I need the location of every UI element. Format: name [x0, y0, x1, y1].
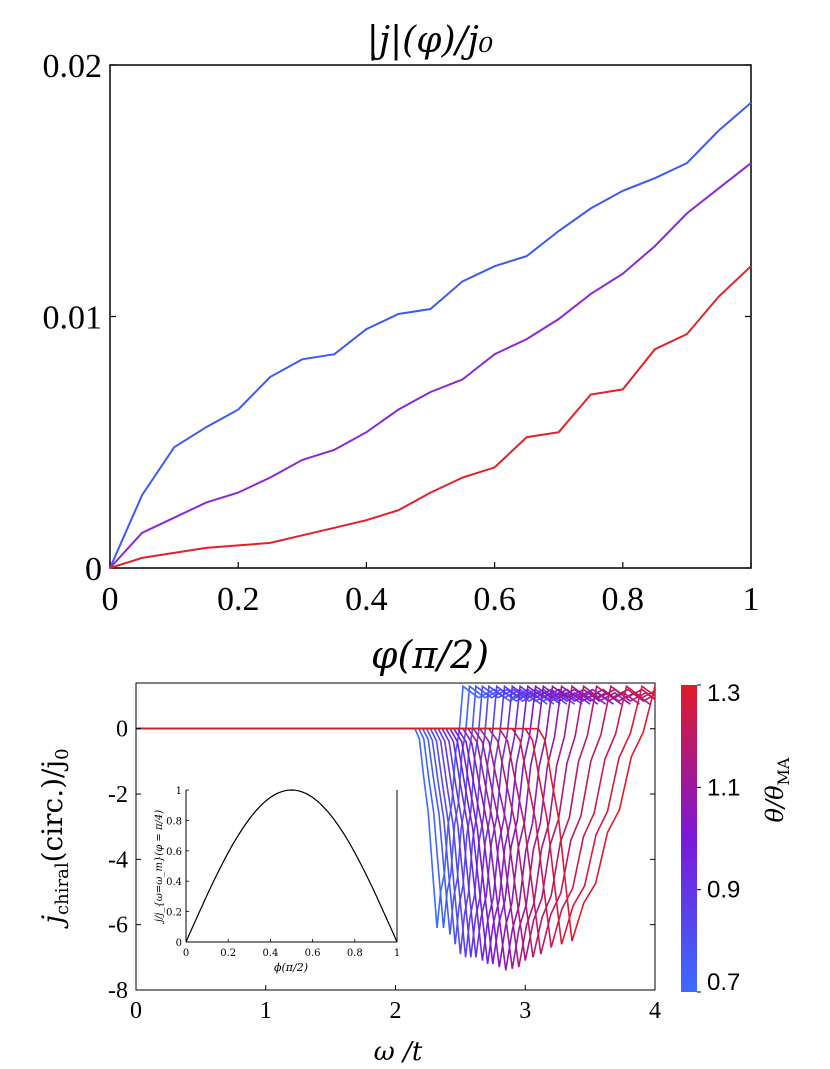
bottom-ytick-label: -4 [108, 847, 128, 873]
inset-ytick-label: 0.6 [166, 847, 182, 858]
top-chart-xlabel: φ(π/2) [371, 633, 489, 677]
bottom-ytick-label: 0 [116, 717, 128, 743]
family-curve [136, 684, 651, 968]
top-chart-series [109, 101, 752, 569]
bottom-xtick-label: 3 [519, 998, 531, 1024]
inset-ytick-label: 0.8 [166, 816, 182, 827]
colorbar-label-main: θ/θ [761, 785, 789, 823]
inset-ticks: 0 0.2 0.4 0.6 0.8 1 0 0.2 0.4 0.6 0.8 1 [166, 786, 400, 959]
top-chart: |j|(φ)/j₀ 0 0.01 0.02 0 0.2 0.4 0.6 0.8 1 φ(π/2… [43, 20, 760, 677]
inset-ylabel: j/j_{ω=ω_m}(φ = π/4) [154, 810, 165, 924]
inset-xtick-label: 0.2 [220, 948, 236, 959]
bottom-xtick-label: 4 [649, 998, 661, 1024]
inset-background [186, 790, 397, 942]
family-curve [136, 684, 655, 942]
family-curve [136, 684, 655, 958]
top-ytick-label: 0.01 [43, 300, 103, 337]
family-curve [136, 684, 655, 945]
inset-xtick-label: 0 [183, 948, 189, 959]
top-xtick-label: 0 [102, 581, 119, 618]
inset-ytick-label: 0.4 [166, 877, 182, 888]
family-curve [136, 684, 607, 965]
colorbar-tick-label: 0.9 [707, 877, 740, 904]
inset-chart: 0 0.2 0.4 0.6 0.8 1 0 0.2 0.4 0.6 0.8 1 ϕ(π/2) j/j_… [154, 786, 400, 974]
ylabel-rest: (circ.)/j [36, 760, 69, 863]
top-xtick-label: 1 [743, 581, 760, 618]
bottom-chart-xticks: 0 1 2 3 4 [130, 985, 661, 1024]
top-xtick-label: 0.6 [473, 581, 516, 618]
top-chart-title: |j|(φ)/j₀ [367, 20, 493, 61]
inset-xtick-label: 1 [394, 948, 400, 959]
bottom-xtick-label: 0 [130, 998, 142, 1024]
inset-xtick-label: 0.6 [305, 948, 321, 959]
colorbar: 0.7 0.9 1.1 1.3 θ/θMA [681, 680, 793, 996]
series-line-blue [109, 101, 752, 569]
colorbar-ticks: 0.7 0.9 1.1 1.3 [697, 680, 740, 996]
bottom-ytick-label: -8 [108, 978, 128, 1004]
top-xtick-label: 0.8 [602, 581, 645, 618]
bottom-ytick-label: -2 [108, 782, 128, 808]
inset-xtick-label: 0.4 [262, 948, 278, 959]
bottom-chart-xlabel: ω /t [374, 1037, 423, 1067]
ylabel-main: j [36, 915, 69, 930]
ylabel-sub: chiral [52, 862, 73, 915]
bottom-ytick-label: -6 [108, 913, 128, 939]
series-line-red [109, 265, 752, 569]
top-ytick-label: 0 [85, 551, 102, 588]
family-curve [136, 684, 640, 969]
colorbar-label: θ/θMA [761, 757, 793, 822]
family-curve [136, 684, 555, 935]
ylabel-sub2: 0 [52, 748, 73, 759]
inset-xlabel: ϕ(π/2) [274, 961, 308, 974]
inset-xtick-label: 0.8 [347, 948, 363, 959]
colorbar-label-sub: MA [774, 757, 793, 785]
inset-curve [185, 789, 398, 943]
top-xtick-label: 0.2 [217, 581, 260, 618]
colorbar-tick-label: 1.3 [707, 680, 740, 707]
family-curve [136, 684, 561, 945]
top-chart-yticks: 0 0.01 0.02 [43, 48, 751, 588]
bottom-curves-clipped [136, 684, 655, 971]
family-curve [136, 684, 599, 961]
top-chart-xticks: 0 0.2 0.4 0.6 0.8 1 [102, 562, 760, 618]
inset-ytick-label: 0.2 [166, 908, 182, 919]
bottom-xtick-label: 1 [260, 998, 272, 1024]
bottom-xtick-label: 2 [390, 998, 402, 1024]
colorbar-tick-label: 1.1 [707, 774, 740, 801]
bottom-chart-curves [136, 684, 655, 971]
family-curve [136, 684, 655, 948]
inset-ytick-label: 1 [176, 786, 182, 797]
bottom-chart-yticks: 0 -2 -4 -6 -8 [108, 717, 655, 1004]
top-ytick-label: 0.02 [43, 48, 103, 85]
colorbar-tick-label: 0.7 [707, 969, 740, 996]
series-line-purple [109, 162, 752, 569]
bottom-chart-ylabel: jchiral(circ.)/j0 [36, 748, 73, 929]
colorbar-gradient [681, 685, 697, 992]
top-xtick-label: 0.4 [345, 581, 388, 618]
inset-ytick-label: 0 [176, 938, 182, 949]
